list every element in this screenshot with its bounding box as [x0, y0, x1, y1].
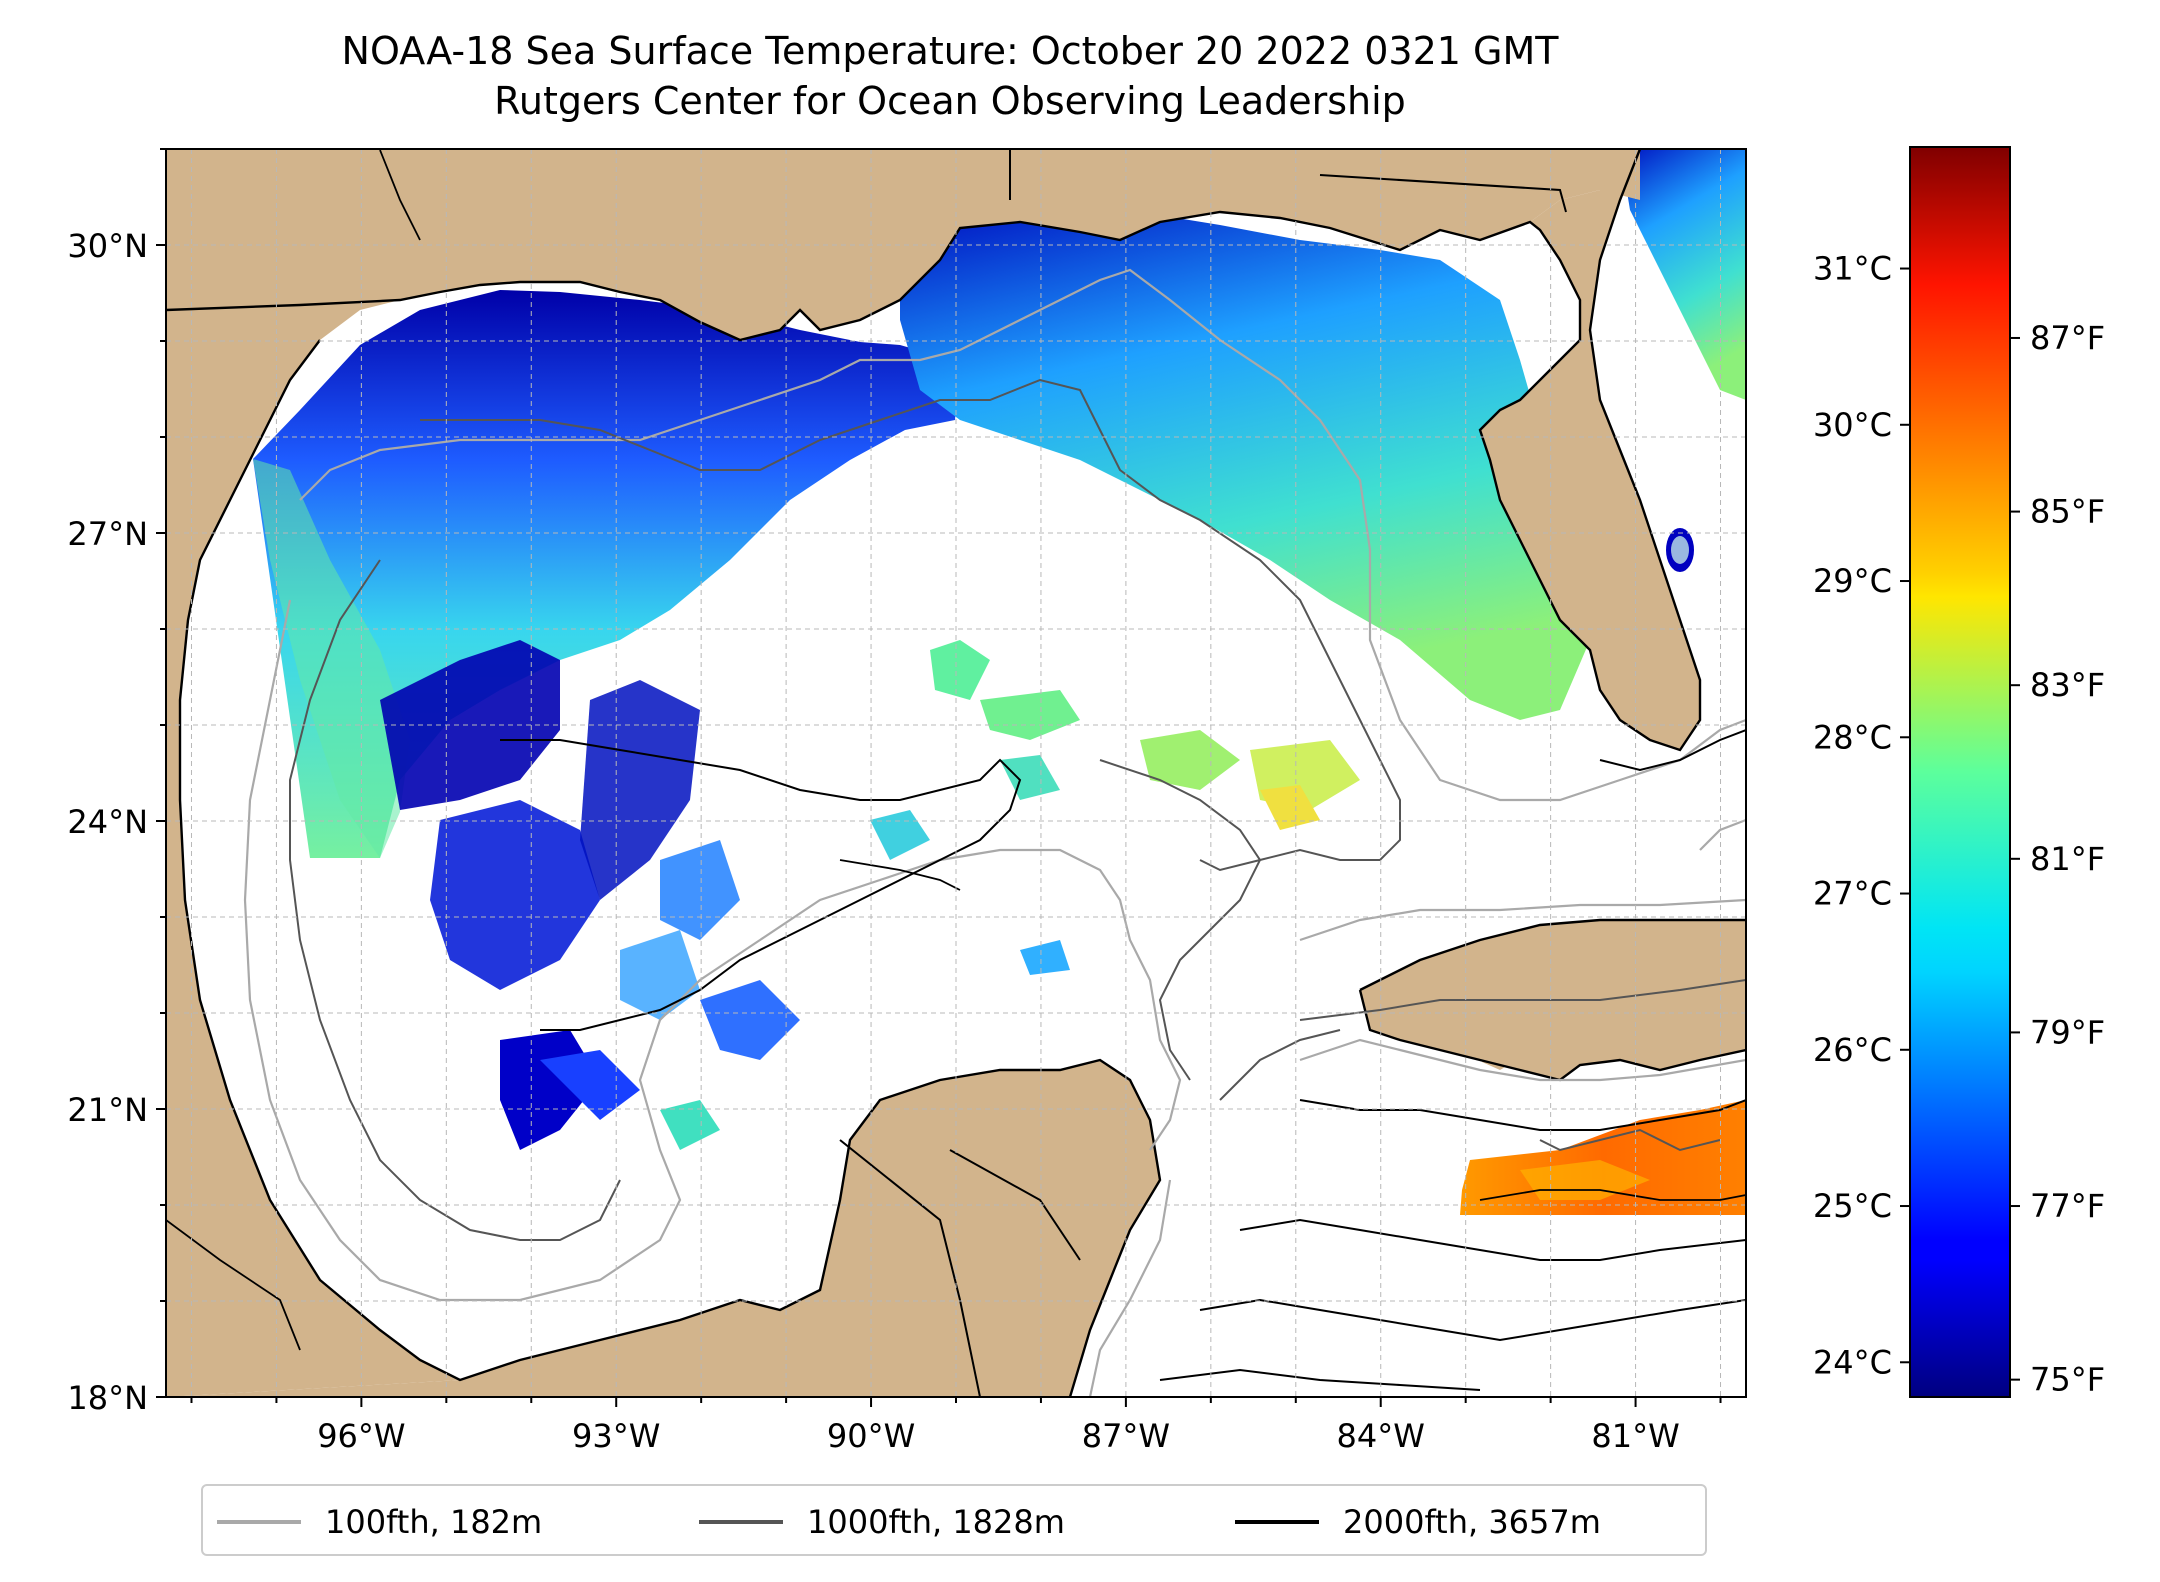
legend-item-2000fth: 2000fth, 3657m: [1235, 1504, 1601, 1540]
longitude-axis: 96°W 93°W 90°W 87°W 84°W 81°W: [190, 1397, 1722, 1455]
lat-tick-label: 27°N: [67, 515, 148, 553]
colorbar-frame: [1909, 146, 2011, 1398]
gridlines: [166, 149, 1746, 1397]
celsius-tick-label: 31°C: [1813, 250, 1892, 288]
legend-line-100fth: [217, 1520, 301, 1524]
celsius-tick-label: 24°C: [1813, 1343, 1892, 1381]
colorbar: 31°C 30°C 29°C 28°C 27°C 26°C 25°C 24°C 87°F 85°…: [1813, 146, 2105, 1399]
celsius-tick-label: 29°C: [1813, 562, 1892, 600]
fahrenheit-tick-label: 81°F: [2030, 840, 2105, 878]
celsius-tick-label: 28°C: [1813, 718, 1892, 756]
legend-line-1000fth: [699, 1520, 783, 1524]
fahrenheit-tick-label: 79°F: [2030, 1013, 2105, 1051]
bathymetry-layer: [243, 268, 1746, 1397]
lon-tick-label: 93°W: [572, 1417, 660, 1455]
fahrenheit-tick-label: 83°F: [2030, 666, 2105, 704]
legend-label-100fth: 100fth, 182m: [325, 1503, 543, 1541]
fahrenheit-tick-label: 85°F: [2030, 493, 2105, 531]
legend-item-1000fth: 1000fth, 1828m: [699, 1504, 1065, 1540]
sst-data-layer: [253, 149, 1746, 1215]
lon-tick-label: 90°W: [827, 1417, 915, 1455]
lat-tick-label: 30°N: [67, 227, 148, 265]
legend-label-2000fth: 2000fth, 3657m: [1343, 1503, 1601, 1541]
fahrenheit-tick-label: 87°F: [2030, 319, 2105, 357]
celsius-tick-label: 27°C: [1813, 875, 1892, 913]
lon-tick-label: 96°W: [317, 1417, 405, 1455]
latitude-axis: 30°N 27°N 24°N 21°N 18°N: [67, 148, 166, 1417]
lon-tick-label: 84°W: [1337, 1417, 1425, 1455]
lat-tick-label: 24°N: [67, 803, 148, 841]
contour-legend: 100fth, 182m 1000fth, 1828m 2000fth, 365…: [201, 1484, 1707, 1556]
legend-item-100fth: 100fth, 182m: [217, 1504, 542, 1540]
lat-tick-label: 18°N: [67, 1379, 148, 1417]
coastline-layer: [166, 149, 1746, 1397]
lat-tick-label: 21°N: [67, 1091, 148, 1129]
colorbar-celsius-axis: 31°C 30°C 29°C 28°C 27°C 26°C 25°C 24°C: [1813, 250, 1910, 1381]
celsius-tick-label: 25°C: [1813, 1187, 1892, 1225]
lon-tick-label: 81°W: [1591, 1417, 1679, 1455]
fahrenheit-tick-label: 77°F: [2030, 1187, 2105, 1225]
legend-label-1000fth: 1000fth, 1828m: [807, 1503, 1065, 1541]
colorbar-gradient: [1910, 147, 2010, 1397]
map-title: NOAA-18 Sea Surface Temperature: October…: [341, 29, 1559, 73]
fahrenheit-tick-label: 75°F: [2030, 1361, 2105, 1399]
celsius-tick-label: 26°C: [1813, 1031, 1892, 1069]
colorbar-fahrenheit-axis: 87°F 85°F 83°F 81°F 79°F 77°F 75°F: [2010, 319, 2105, 1399]
map-subtitle: Rutgers Center for Ocean Observing Leade…: [494, 79, 1406, 123]
lon-tick-label: 87°W: [1082, 1417, 1170, 1455]
map-area: [166, 149, 1746, 1397]
legend-line-2000fth: [1235, 1520, 1319, 1524]
celsius-tick-label: 30°C: [1813, 406, 1892, 444]
